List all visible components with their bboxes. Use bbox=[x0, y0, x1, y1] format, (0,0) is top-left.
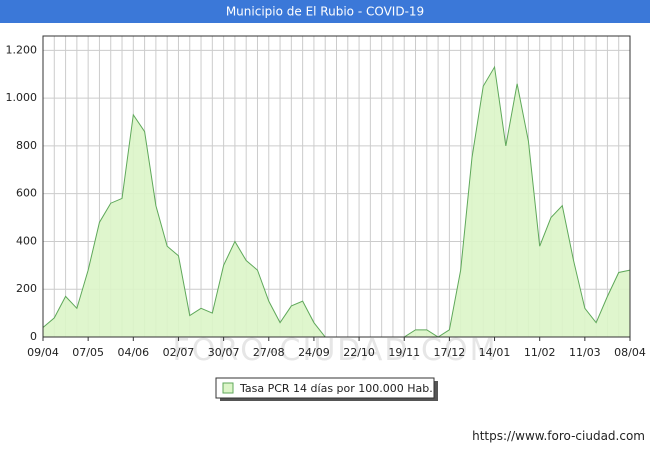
x-tick-label: 27/08 bbox=[253, 346, 285, 359]
legend-box bbox=[215, 377, 435, 399]
x-tick-label: 17/12 bbox=[434, 346, 466, 359]
area-fill bbox=[43, 67, 630, 338]
legend-swatch bbox=[222, 382, 234, 394]
legend-label: Tasa PCR 14 días por 100.000 Hab. bbox=[239, 382, 433, 395]
y-tick-label: 1.000 bbox=[6, 91, 38, 104]
x-tick-label: 30/07 bbox=[208, 346, 240, 359]
x-tick-label: 08/04 bbox=[614, 346, 646, 359]
x-tick-label: 11/02 bbox=[524, 346, 556, 359]
x-tick-label: 22/10 bbox=[343, 346, 375, 359]
y-tick-label: 400 bbox=[16, 234, 37, 247]
y-tick-label: 200 bbox=[16, 282, 37, 295]
y-tick-label: 600 bbox=[16, 187, 37, 200]
x-tick-label: 19/11 bbox=[388, 346, 420, 359]
y-tick-label: 800 bbox=[16, 139, 37, 152]
x-tick-label: 02/07 bbox=[163, 346, 195, 359]
x-tick-label: 14/01 bbox=[479, 346, 511, 359]
plot-frame bbox=[42, 35, 631, 338]
footer-url: https://www.foro-ciudad.com bbox=[472, 429, 645, 443]
x-tick-label: 24/09 bbox=[298, 346, 330, 359]
legend: Tasa PCR 14 días por 100.000 Hab. bbox=[215, 377, 438, 401]
y-tick-label: 1.200 bbox=[6, 43, 38, 56]
x-tick-label: 11/03 bbox=[569, 346, 601, 359]
watermark: FORO-CIUDAD.COM bbox=[173, 333, 498, 368]
y-tick-label: 0 bbox=[30, 330, 37, 343]
x-tick-label: 04/06 bbox=[117, 346, 149, 359]
x-tick-label: 09/04 bbox=[27, 346, 59, 359]
x-tick-label: 07/05 bbox=[72, 346, 104, 359]
chart-title: Municipio de El Rubio - COVID-19 bbox=[226, 5, 424, 19]
title-bar bbox=[0, 0, 650, 23]
